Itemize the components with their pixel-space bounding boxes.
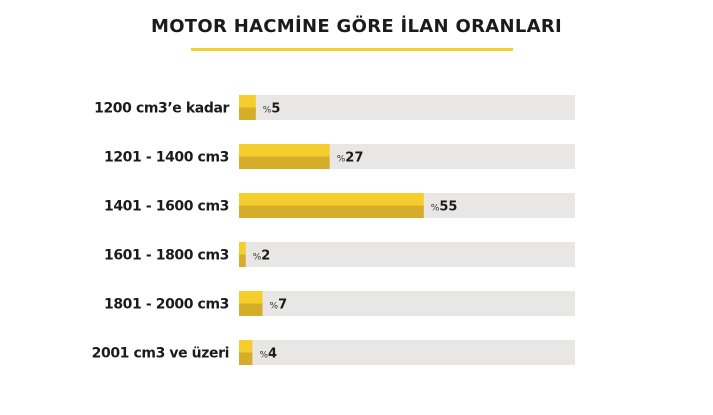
bar-shade	[239, 254, 246, 267]
data-label-prefix: %	[263, 106, 272, 116]
data-label: %5	[263, 102, 281, 117]
data-label-value: 4	[268, 347, 277, 362]
category-label: 1401 - 1600 cm3	[104, 199, 229, 215]
data-label-value: 2	[261, 249, 270, 264]
bar	[239, 193, 424, 206]
bar	[239, 340, 253, 353]
data-label: %7	[270, 298, 288, 313]
data-label-value: 7	[278, 298, 287, 313]
data-label-prefix: %	[259, 351, 268, 361]
data-label-value: 5	[271, 102, 280, 117]
category-label: 2001 cm3 ve üzeri	[92, 346, 229, 362]
category-label: 1601 - 1800 cm3	[104, 248, 229, 264]
bar-track	[239, 340, 575, 365]
category-label: 1801 - 2000 cm3	[104, 297, 229, 313]
bar-shade	[239, 156, 330, 169]
bar-track	[239, 291, 575, 316]
category-label: 1200 cm3’e kadar	[94, 101, 229, 117]
data-label: %2	[253, 249, 271, 264]
bar	[239, 291, 263, 304]
bar-track	[239, 242, 575, 267]
title-underline	[191, 48, 513, 51]
bar	[239, 144, 330, 157]
data-label-prefix: %	[337, 155, 346, 165]
data-label: %55	[431, 200, 458, 215]
data-label: %4	[259, 347, 277, 362]
bar	[239, 242, 246, 255]
bar-shade	[239, 303, 263, 316]
data-label-value: 27	[345, 151, 363, 166]
data-label-prefix: %	[253, 253, 262, 263]
data-label-prefix: %	[270, 302, 279, 312]
chart-title: MOTOR HACMİNE GÖRE İLAN ORANLARI	[150, 16, 562, 37]
data-label-value: 55	[439, 200, 457, 215]
bar-track	[239, 95, 575, 120]
data-label: %27	[337, 151, 364, 166]
bar-shade	[239, 205, 424, 218]
bar-shade	[239, 352, 253, 365]
data-label-prefix: %	[431, 204, 440, 214]
bar	[239, 95, 256, 108]
bar-shade	[239, 107, 256, 120]
category-label: 1201 - 1400 cm3	[104, 150, 229, 166]
